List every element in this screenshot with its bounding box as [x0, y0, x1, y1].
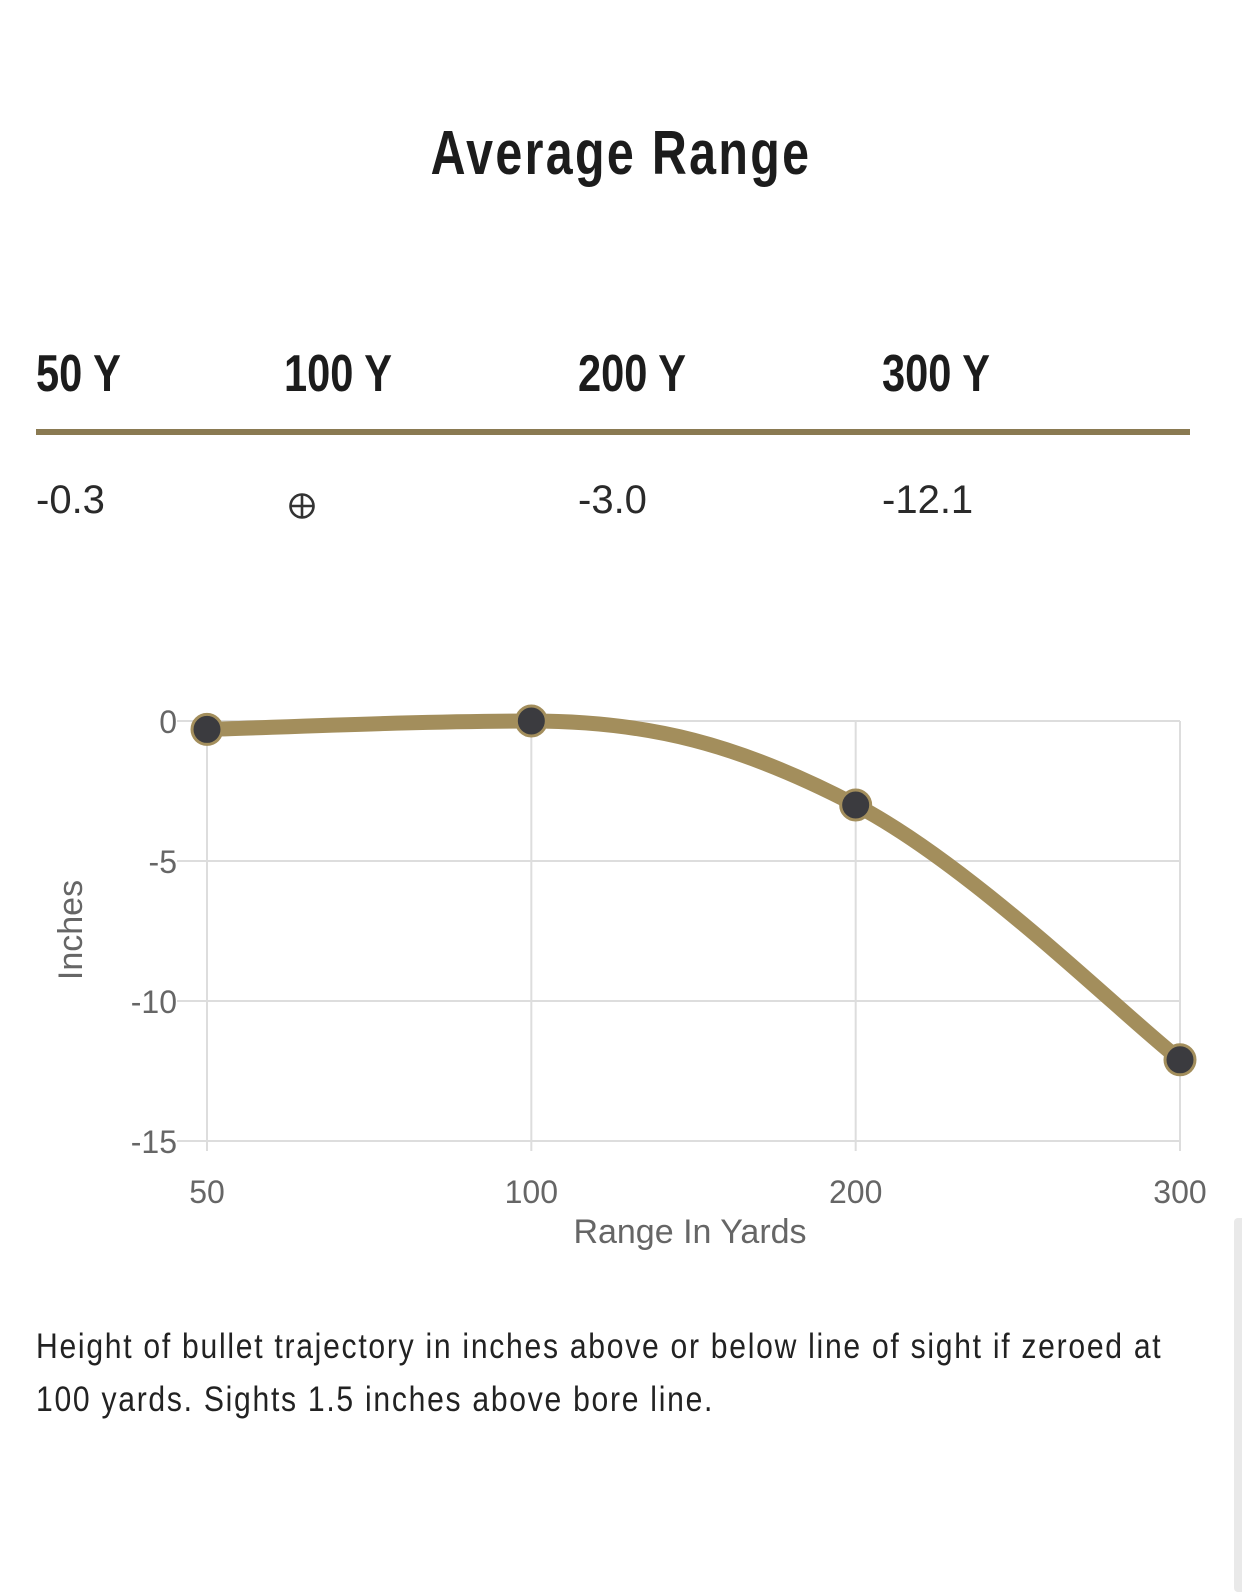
page-title: Average Range [430, 119, 812, 188]
value-50y: -0.3 [36, 478, 105, 522]
trajectory-chart-svg: 0 -5 -10 -15 50 100 200 300 Range In Yards Inch… [52, 704, 1207, 1251]
point-layer [190, 704, 1197, 1077]
y-tick-label: -15 [131, 1124, 177, 1160]
trajectory-chart: 0 -5 -10 -15 50 100 200 300 Range In Yards Inch… [0, 660, 1242, 1280]
x-tick-label: 100 [505, 1174, 558, 1210]
data-point[interactable] [514, 704, 548, 738]
data-point[interactable] [839, 788, 873, 822]
line-layer [199, 713, 1188, 1068]
x-tick-label: 200 [829, 1174, 882, 1210]
y-axis-title: Inches [52, 880, 90, 980]
header-200y: 200 Y [578, 345, 686, 403]
value-300y: -12.1 [882, 478, 974, 522]
y-tick-label: -10 [131, 984, 177, 1020]
y-tick-label: -5 [149, 844, 177, 880]
y-tick-label: 0 [159, 704, 177, 740]
header-300y: 300 Y [882, 345, 990, 403]
trajectory-footnote: Height of bullet trajectory in inches ab… [36, 1327, 1163, 1419]
axis-layer: 0 -5 -10 -15 50 100 200 300 [131, 704, 1207, 1210]
data-point[interactable] [190, 712, 224, 746]
trajectory-series-line [199, 713, 1188, 1068]
header-50y: 50 Y [36, 345, 121, 403]
header-100y: 100 Y [284, 345, 392, 403]
x-axis-title: Range In Yards [573, 1213, 806, 1251]
table-divider [36, 429, 1190, 435]
x-tick-label: 300 [1153, 1174, 1206, 1210]
scrollbar[interactable] [1234, 1218, 1242, 1592]
data-point[interactable] [1163, 1043, 1197, 1077]
x-tick-label: 50 [189, 1174, 225, 1210]
crosshair-icon [289, 493, 315, 519]
value-200y: -3.0 [578, 478, 647, 522]
